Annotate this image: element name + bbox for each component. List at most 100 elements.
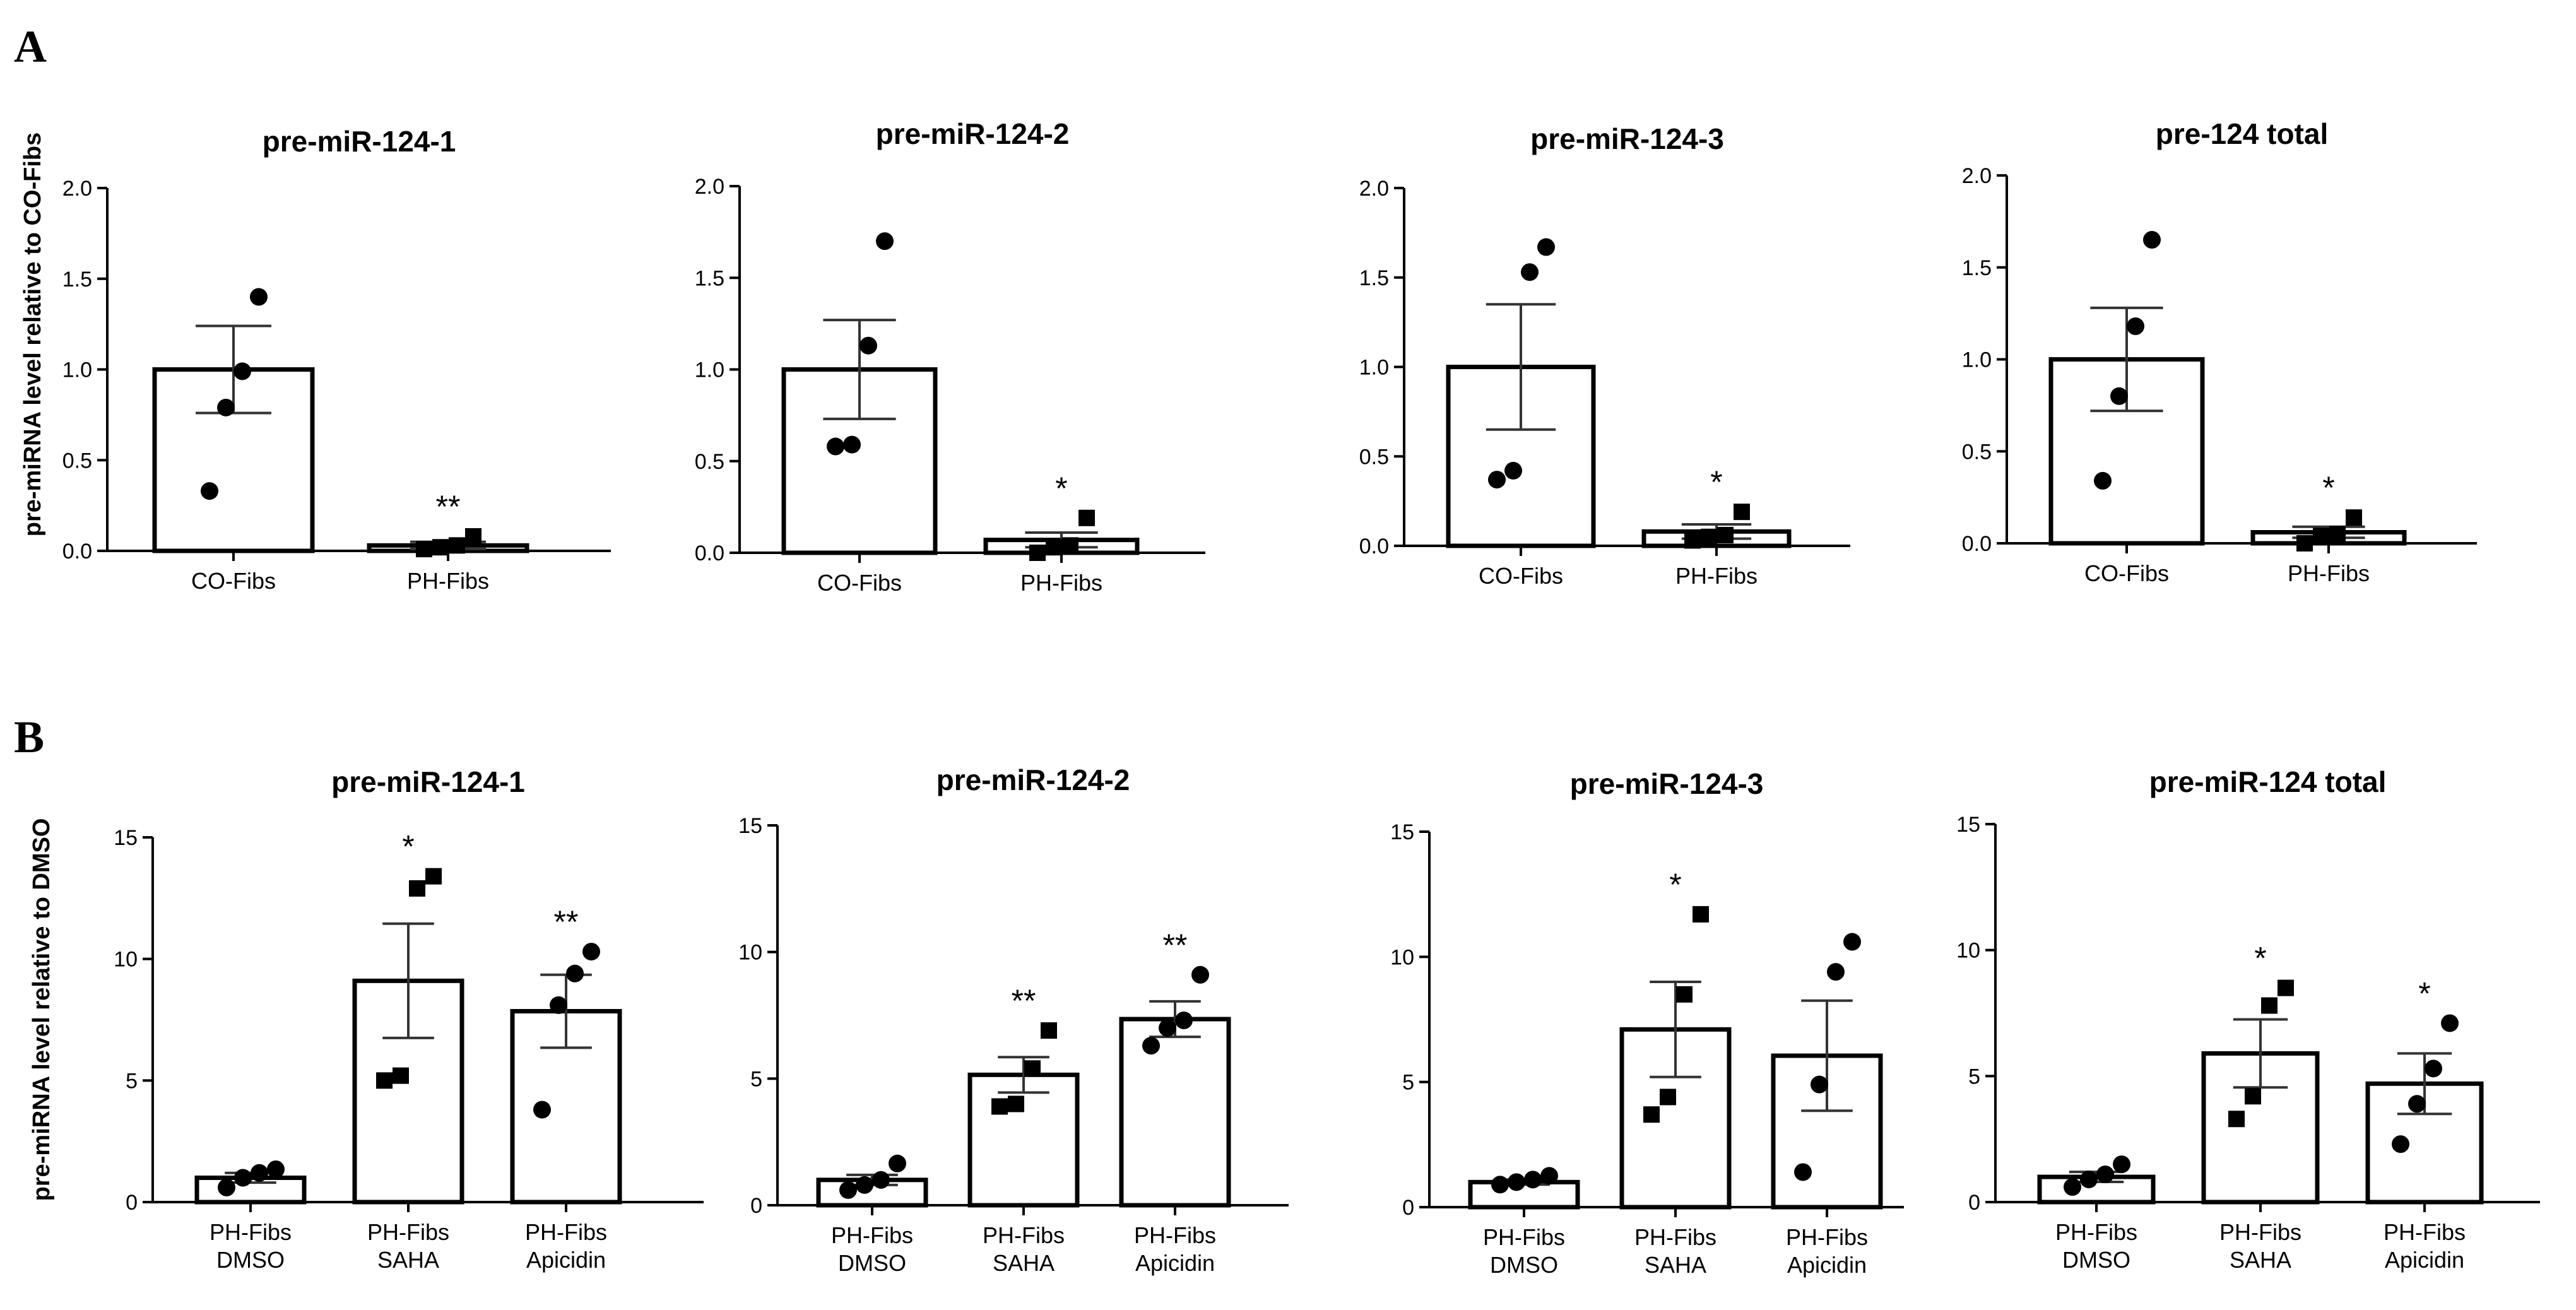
category-label: CO-Fibs (191, 568, 276, 594)
category-label-line: PH-Fibs (1020, 570, 1102, 596)
data-point (2346, 509, 2362, 526)
bar (1119, 1017, 1231, 1208)
significance-marker: ** (1163, 928, 1188, 963)
category-label-line: PH-Fibs (367, 1219, 449, 1245)
category-label: PH-Fibs DMSO (210, 1219, 292, 1273)
category-label: PH-Fibs SAHA (2219, 1219, 2301, 1273)
category-label-line: SAHA (993, 1250, 1055, 1276)
data-point (409, 880, 425, 897)
data-point (2313, 528, 2329, 545)
data-point (465, 528, 482, 545)
data-point (1811, 1075, 1828, 1094)
data-point (1508, 1173, 1525, 1191)
chart-4: pre-124 total 0.0 0.5 1.0 1.5 2.0 CO-Fibs * PH-F… (1962, 117, 2477, 586)
category-label: PH-Fibs (2288, 560, 2370, 586)
chart-title: pre-miR-124-2 (876, 117, 1070, 150)
category-label-line: CO-Fibs (817, 570, 902, 596)
significance-marker: * (402, 829, 414, 864)
data-point (1537, 238, 1555, 256)
chart-1: pre-miR-124-1 0.0 0.5 1.0 1.5 2.0 CO-Fibs ** PH-… (62, 125, 611, 594)
category-label: PH-Fibs SAHA (367, 1219, 449, 1273)
y-tick-label: 5 (1968, 1065, 1980, 1089)
category-label: PH-Fibs Apicidin (2384, 1219, 2466, 1273)
chart-title: pre-miR-124-3 (1530, 122, 1724, 155)
y-tick-label: 10 (1390, 945, 1414, 969)
category-label-line: CO-Fibs (191, 568, 276, 594)
data-point (1717, 526, 1734, 543)
data-point (1843, 933, 1861, 951)
y-tick-label: 1.0 (695, 358, 724, 382)
y-tick-label: 15 (1956, 813, 1980, 837)
category-label-line: PH-Fibs (1675, 563, 1758, 589)
y-tick-label: 10 (114, 948, 138, 972)
data-point (393, 1067, 409, 1084)
chart-title: pre-miR-124-2 (936, 764, 1130, 796)
chart-title: pre-miR-124-3 (1570, 767, 1764, 800)
significance-marker: * (2254, 941, 2266, 976)
category-label-line: PH-Fibs (2219, 1219, 2301, 1245)
y-tick-label: 0.5 (695, 450, 724, 474)
category-label-line: CO-Fibs (2084, 560, 2169, 586)
y-tick-label: 0 (126, 1191, 138, 1215)
y-tick-label: 1.5 (62, 268, 92, 292)
y-tick-label: 15 (114, 826, 138, 850)
data-point (1524, 1171, 1542, 1189)
data-point (2080, 1171, 2098, 1189)
category-label-line: SAHA (377, 1247, 439, 1273)
data-point (2113, 1155, 2130, 1174)
data-point (1041, 1022, 1057, 1039)
data-point (1008, 1095, 1024, 1112)
data-point (2441, 1014, 2459, 1032)
data-point (2110, 387, 2128, 405)
data-point (201, 482, 218, 500)
data-point (218, 1178, 235, 1196)
data-point (1159, 1019, 1176, 1037)
category-label: CO-Fibs (817, 570, 902, 596)
data-point (2392, 1135, 2409, 1154)
category-label-line: DMSO (2062, 1247, 2130, 1273)
data-point (2096, 1165, 2114, 1184)
category-label-line: PH-Fibs (2055, 1219, 2137, 1245)
category-label-line: DMSO (838, 1250, 906, 1276)
significance-marker: ** (436, 489, 461, 524)
y-tick-label: 0.5 (62, 449, 92, 473)
panel-letter-b: B (14, 712, 44, 762)
data-point (2245, 1088, 2261, 1105)
data-point (2329, 526, 2346, 543)
significance-marker: * (2418, 976, 2430, 1011)
y-tick-label: 5 (1402, 1071, 1414, 1095)
significance-marker: ** (554, 904, 579, 940)
bar (967, 1072, 1080, 1208)
category-label: PH-Fibs DMSO (1483, 1224, 1565, 1278)
data-point (1660, 1089, 1676, 1106)
category-label-line: PH-Fibs (1483, 1224, 1565, 1250)
category-label-line: Apicidin (1787, 1252, 1867, 1278)
data-point (876, 232, 894, 251)
data-point (2143, 231, 2161, 249)
data-point (1024, 1060, 1041, 1077)
category-label: PH-Fibs DMSO (831, 1222, 913, 1276)
significance-marker: ** (1012, 983, 1036, 1018)
data-point (991, 1098, 1008, 1115)
data-point (1794, 1163, 1812, 1181)
y-tick-label: 2.0 (62, 177, 92, 201)
y-tick-label: 10 (1956, 939, 1980, 963)
data-point (872, 1171, 890, 1189)
category-label: PH-Fibs (407, 568, 489, 594)
data-point (843, 435, 861, 454)
category-label-line: DMSO (216, 1247, 285, 1273)
chart-3: pre-miR-124-3 0.0 0.5 1.0 1.5 2.0 CO-Fibs * PH-F… (1359, 122, 1850, 589)
y-tick-label: 0 (1968, 1191, 1980, 1215)
data-point (1488, 471, 1506, 489)
y-tick-label: 0 (750, 1194, 762, 1218)
data-point (856, 1176, 873, 1194)
bar (2201, 1051, 2320, 1205)
y-tick-label: 5 (126, 1069, 138, 1093)
category-label-line: PH-Fibs (210, 1219, 292, 1245)
category-label-line: Apicidin (526, 1247, 606, 1273)
data-point (1046, 539, 1062, 556)
bar (1771, 1053, 1883, 1210)
data-point (1540, 1167, 1558, 1185)
significance-marker: * (1669, 867, 1681, 902)
